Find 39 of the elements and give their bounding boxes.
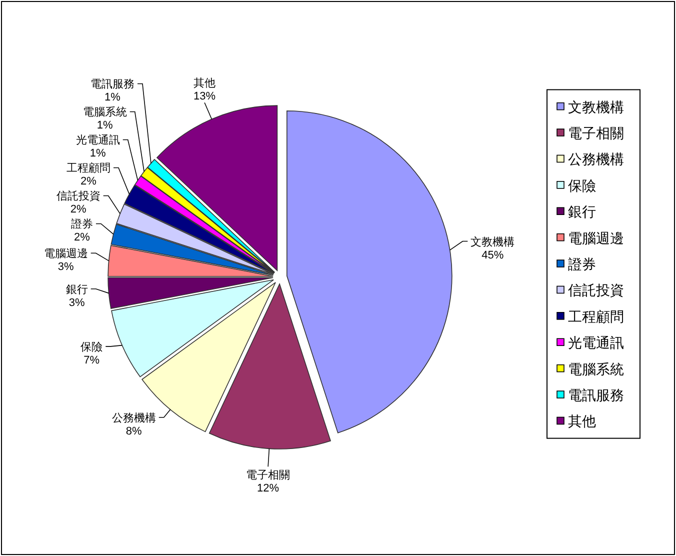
legend-label: 電訊服務: [568, 387, 624, 403]
slice-label: 信託投資: [56, 190, 100, 203]
legend-label: 光電通訊: [568, 334, 624, 351]
data-label: 2%: [80, 176, 97, 188]
legend-label: 文教機構: [568, 98, 624, 115]
slice-label: 電訊服務: [90, 78, 134, 91]
legend-label: 電子相關: [568, 125, 624, 141]
legend-label: 其他: [568, 413, 596, 430]
data-label: 2%: [70, 204, 87, 216]
slice-label: 銀行: [66, 284, 88, 296]
data-label: 3%: [68, 296, 86, 309]
slice-label: 電腦週邊: [44, 248, 88, 260]
data-label: 13%: [194, 90, 216, 103]
data-label: 45%: [482, 249, 504, 262]
data-label: 7%: [84, 354, 100, 366]
slice-label: 公務機構: [112, 411, 156, 424]
slice-label: 工程顧問: [66, 162, 110, 175]
data-label: 1%: [104, 92, 121, 104]
slice-label: 保險: [80, 341, 103, 354]
legend-label: 電腦週邊: [568, 230, 624, 246]
slice-label: 證券: [70, 218, 93, 231]
legend-label: 證券: [568, 256, 596, 272]
slice-label: 光電通訊: [76, 134, 120, 147]
data-label: 1%: [90, 148, 106, 160]
legend-label: 信託投資: [568, 282, 624, 298]
legend-label: 電腦系統: [568, 360, 624, 377]
legend-label: 工程顧問: [568, 308, 624, 324]
slice-label: 文教機構: [470, 235, 515, 248]
legend-label: 銀行: [568, 204, 596, 220]
data-label: 12%: [257, 482, 280, 495]
data-label: 3%: [58, 261, 74, 274]
data-label: 2%: [74, 232, 90, 244]
slice-label: 其他: [194, 76, 216, 90]
slice-label: 電腦系統: [82, 106, 127, 119]
data-label: 8%: [126, 425, 142, 438]
legend-label: 公務機構: [568, 151, 624, 168]
legend-label: 保險: [568, 177, 596, 194]
slice-label: 電子相關: [246, 468, 290, 482]
data-label: 1%: [96, 120, 114, 132]
